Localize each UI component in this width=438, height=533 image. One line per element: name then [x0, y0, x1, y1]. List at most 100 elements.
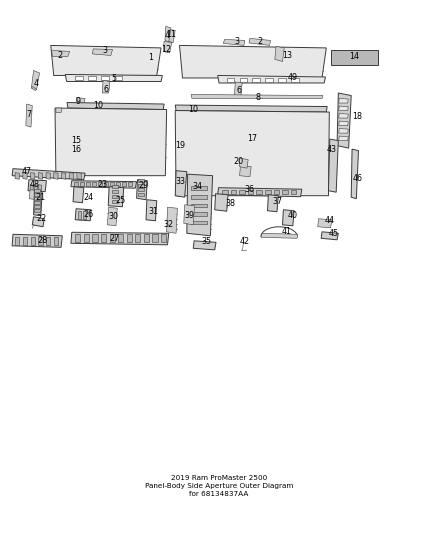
Polygon shape — [283, 210, 294, 226]
Polygon shape — [71, 232, 169, 245]
Polygon shape — [107, 207, 117, 226]
Polygon shape — [118, 235, 123, 243]
Polygon shape — [275, 46, 284, 61]
Polygon shape — [112, 185, 118, 188]
Polygon shape — [339, 114, 348, 118]
Polygon shape — [339, 99, 348, 103]
Text: 40: 40 — [288, 211, 298, 220]
Polygon shape — [35, 197, 40, 200]
Text: 18: 18 — [352, 112, 362, 121]
Polygon shape — [112, 200, 118, 203]
Text: 31: 31 — [149, 207, 159, 216]
Polygon shape — [88, 76, 96, 80]
Polygon shape — [184, 205, 194, 225]
Polygon shape — [108, 187, 124, 207]
Polygon shape — [23, 173, 27, 179]
Text: 24: 24 — [83, 193, 93, 202]
Polygon shape — [15, 237, 19, 245]
Polygon shape — [26, 104, 32, 127]
Polygon shape — [240, 158, 248, 168]
Text: 37: 37 — [272, 197, 283, 206]
Polygon shape — [282, 190, 288, 193]
Polygon shape — [86, 182, 90, 186]
Polygon shape — [32, 70, 39, 90]
Text: 36: 36 — [245, 185, 255, 194]
Polygon shape — [101, 76, 109, 80]
Polygon shape — [339, 121, 348, 126]
Text: 21: 21 — [36, 193, 46, 201]
Text: 16: 16 — [71, 145, 81, 154]
Text: 28: 28 — [37, 236, 47, 245]
Polygon shape — [223, 39, 245, 45]
Polygon shape — [191, 212, 207, 216]
Polygon shape — [12, 168, 85, 180]
Text: 38: 38 — [226, 199, 236, 208]
Text: 13: 13 — [282, 51, 292, 60]
Polygon shape — [114, 76, 122, 80]
Polygon shape — [104, 182, 108, 186]
Polygon shape — [80, 182, 84, 186]
Text: 30: 30 — [108, 212, 118, 221]
Text: 3: 3 — [234, 37, 240, 46]
Polygon shape — [76, 98, 85, 104]
Polygon shape — [291, 78, 299, 82]
Text: 23: 23 — [97, 180, 107, 189]
Text: 22: 22 — [37, 214, 47, 223]
Text: 6: 6 — [104, 85, 109, 94]
Text: 12: 12 — [161, 45, 171, 54]
Polygon shape — [180, 45, 326, 78]
Polygon shape — [135, 235, 141, 243]
Polygon shape — [112, 190, 118, 193]
Polygon shape — [75, 235, 80, 243]
Polygon shape — [331, 51, 378, 66]
Polygon shape — [31, 237, 35, 245]
Polygon shape — [127, 235, 132, 243]
Text: 32: 32 — [163, 220, 173, 229]
Polygon shape — [34, 191, 42, 216]
Polygon shape — [321, 232, 338, 240]
Polygon shape — [175, 105, 327, 112]
Text: 5: 5 — [111, 74, 117, 83]
Polygon shape — [191, 186, 207, 190]
Text: 39: 39 — [185, 211, 195, 220]
Polygon shape — [12, 235, 62, 247]
Polygon shape — [31, 173, 35, 179]
Text: 29: 29 — [138, 181, 148, 190]
Polygon shape — [261, 233, 297, 238]
Polygon shape — [191, 204, 207, 207]
Polygon shape — [117, 182, 120, 186]
Text: 2: 2 — [257, 37, 262, 46]
Polygon shape — [240, 78, 247, 82]
Polygon shape — [99, 182, 102, 186]
Polygon shape — [74, 182, 78, 186]
Polygon shape — [15, 173, 19, 179]
Text: 41: 41 — [281, 227, 291, 236]
Text: 3: 3 — [103, 46, 108, 55]
Text: 4: 4 — [164, 31, 169, 40]
Polygon shape — [32, 86, 36, 91]
Polygon shape — [166, 207, 177, 233]
Polygon shape — [278, 78, 286, 82]
Polygon shape — [102, 80, 110, 93]
Polygon shape — [339, 136, 348, 141]
Polygon shape — [35, 185, 37, 191]
Text: 11: 11 — [166, 30, 176, 39]
Polygon shape — [77, 173, 81, 179]
Polygon shape — [112, 195, 118, 198]
Text: 47: 47 — [21, 167, 32, 176]
Polygon shape — [161, 235, 166, 243]
Polygon shape — [328, 139, 338, 192]
Polygon shape — [54, 237, 58, 245]
Polygon shape — [239, 190, 245, 193]
Polygon shape — [175, 171, 187, 197]
Text: 8: 8 — [255, 93, 260, 101]
Polygon shape — [29, 190, 38, 200]
Polygon shape — [165, 26, 171, 42]
Polygon shape — [84, 235, 89, 243]
Polygon shape — [69, 173, 74, 179]
Polygon shape — [35, 193, 40, 196]
Text: 20: 20 — [233, 157, 244, 166]
Text: 48: 48 — [29, 180, 39, 189]
Polygon shape — [222, 190, 228, 193]
Polygon shape — [35, 209, 40, 212]
